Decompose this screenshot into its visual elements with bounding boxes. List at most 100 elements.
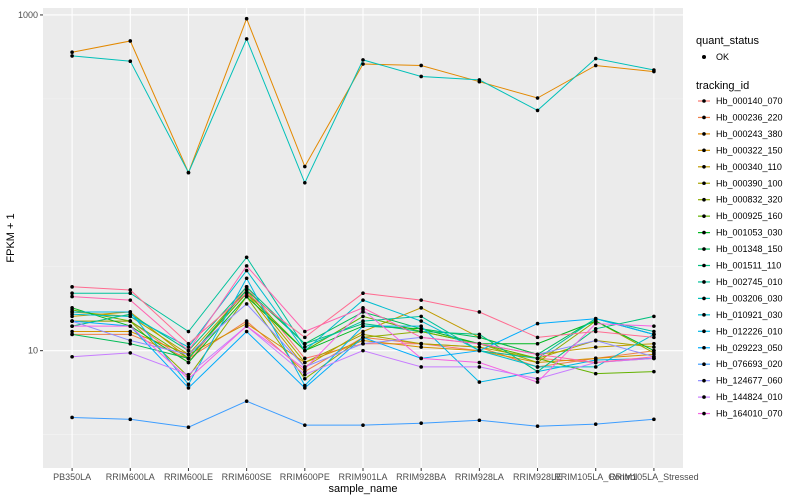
data-point (535, 108, 540, 113)
data-point (652, 335, 656, 340)
data-point (593, 360, 598, 365)
data-point (186, 348, 191, 353)
legend-label: Hb_000390_100 (716, 178, 783, 188)
data-point (244, 288, 249, 292)
data-point (303, 181, 307, 185)
y-tick-label: 10 (28, 346, 38, 356)
data-point (303, 164, 307, 169)
data-point (303, 341, 307, 346)
data-point (652, 332, 656, 337)
data-point (70, 306, 74, 310)
data-point (477, 365, 482, 369)
data-point (128, 338, 133, 343)
legend-title-tracking-id: tracking_id (696, 80, 749, 92)
data-point (186, 376, 191, 381)
data-point (128, 332, 133, 337)
data-point (361, 321, 365, 326)
legend-point-key (702, 378, 706, 383)
legend-point-key (702, 313, 706, 317)
legend-point-key (702, 165, 706, 169)
data-point (652, 314, 656, 319)
data-point (128, 288, 133, 292)
data-point (128, 59, 133, 64)
data-point (477, 380, 482, 384)
x-tick-label: RRIM105LA_Control (554, 472, 637, 482)
legend-point-key (702, 55, 706, 59)
data-point (303, 360, 307, 365)
data-point (186, 386, 191, 390)
data-point (70, 354, 74, 359)
data-point (535, 369, 540, 374)
data-point (128, 351, 133, 355)
legend-label: Hb_000832_320 (716, 195, 783, 205)
data-point (361, 338, 365, 343)
data-point (419, 324, 423, 328)
data-point (361, 306, 365, 310)
data-point (186, 425, 191, 430)
data-point (593, 345, 598, 349)
x-tick-label: RRIM600SE (222, 472, 272, 482)
y-tick-label: 1000 (18, 10, 38, 20)
data-point (128, 310, 133, 314)
data-point (244, 399, 249, 404)
data-point (593, 321, 598, 326)
data-point (70, 415, 74, 420)
legend-label: Hb_012226_010 (716, 326, 783, 336)
data-point (419, 329, 423, 334)
data-point (128, 291, 133, 295)
legend-label: Hb_000340_110 (716, 162, 782, 172)
data-point (244, 302, 249, 306)
data-point (244, 264, 249, 268)
data-point (361, 329, 365, 334)
series-points (70, 16, 656, 430)
data-point (244, 255, 249, 260)
x-tick-label: RRIM600PE (280, 472, 330, 482)
data-point (361, 314, 365, 319)
x-tick-label: RRIM600LE (164, 472, 213, 482)
data-point (361, 58, 365, 62)
data-point (652, 324, 656, 328)
data-point (244, 268, 249, 273)
data-point (244, 321, 249, 326)
data-point (361, 62, 365, 66)
legend-point-key (702, 247, 706, 251)
data-point (419, 306, 423, 310)
x-tick-label: RRIM600LA (106, 472, 155, 482)
data-point (593, 338, 598, 343)
data-point (244, 37, 249, 41)
data-point (477, 348, 482, 353)
legend-point-key (702, 181, 706, 186)
data-point (128, 39, 133, 43)
legend-point-key (702, 362, 706, 367)
data-point (535, 376, 540, 381)
data-point (477, 418, 482, 423)
data-point (186, 345, 191, 349)
data-point (244, 291, 249, 295)
data-point (303, 345, 307, 349)
x-axis-title: sample_name (328, 483, 397, 495)
data-point (535, 341, 540, 346)
data-point (128, 417, 133, 422)
data-point (361, 423, 365, 427)
legend-title-quant-status: quant_status (696, 35, 759, 47)
data-point (244, 324, 249, 328)
legend-point-key (702, 411, 706, 416)
y-axis-title: FPKM + 1 (5, 213, 17, 262)
data-point (419, 421, 423, 425)
legend-point-key (702, 132, 706, 136)
legend-label-quant-status: OK (716, 52, 729, 62)
data-point (419, 74, 423, 79)
data-point (419, 345, 423, 349)
data-point (593, 358, 598, 362)
data-point (477, 332, 482, 337)
data-point (361, 332, 365, 337)
data-point (244, 16, 249, 21)
data-point (128, 329, 133, 334)
data-point (535, 96, 540, 100)
legend-label: Hb_001348_150 (716, 244, 783, 254)
x-tick-label: PB350LA (53, 472, 91, 482)
data-point (361, 348, 365, 353)
data-point (419, 356, 423, 361)
data-point (419, 63, 423, 68)
data-point (186, 356, 191, 361)
